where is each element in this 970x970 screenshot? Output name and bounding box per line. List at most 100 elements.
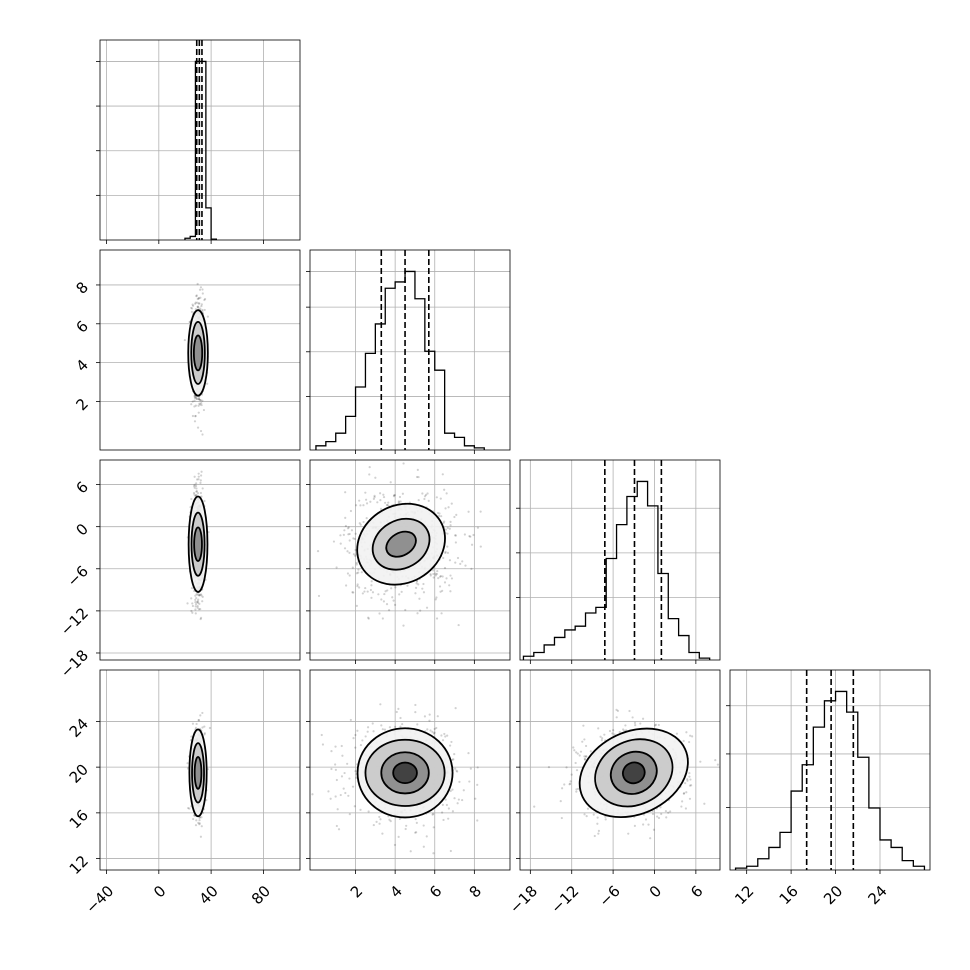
scatter-point: [197, 478, 200, 481]
scatter-point: [200, 304, 203, 308]
scatter-point: [576, 752, 579, 755]
y-tick-label: 12: [66, 852, 92, 878]
scatter-point: [390, 587, 393, 590]
scatter-point: [343, 771, 346, 775]
scatter-point: [699, 760, 702, 763]
scatter-point: [388, 818, 391, 821]
scatter-point: [569, 782, 572, 785]
scatter-point: [441, 739, 445, 742]
scatter-point: [199, 835, 203, 838]
panel-frame: [729, 669, 931, 871]
scatter-point: [194, 605, 197, 608]
scatter-point: [423, 715, 427, 718]
scatter-point: [199, 479, 202, 482]
scatter-point: [194, 824, 198, 827]
scatter-point: [687, 740, 691, 744]
contour-level-0: [193, 526, 203, 562]
scatter-point: [199, 593, 203, 596]
scatter-point: [196, 426, 200, 429]
x-tick-label: 2: [347, 882, 366, 901]
scatter-point: [199, 429, 203, 433]
scatter-point: [611, 732, 614, 735]
scatter-point: [583, 758, 587, 761]
scatter-point: [196, 297, 199, 301]
scatter-point: [190, 597, 193, 600]
scatter-point: [439, 590, 442, 593]
scatter-point: [581, 740, 584, 743]
scatter-point: [404, 608, 407, 612]
scatter-point: [199, 607, 202, 611]
scatter-point: [371, 722, 374, 725]
scatter-point: [574, 761, 577, 765]
panel-frame: [99, 669, 301, 871]
scatter-point: [569, 780, 572, 783]
scatter-point: [372, 730, 375, 733]
scatter-point: [445, 803, 448, 807]
y-tick-label: 0: [73, 520, 92, 539]
scatter-point: [194, 414, 197, 418]
scatter-point: [445, 577, 448, 580]
scatter-point: [442, 556, 445, 560]
scatter-point: [195, 593, 198, 596]
scatter-point: [583, 755, 586, 758]
scatter-point: [194, 302, 197, 305]
scatter-point: [684, 782, 687, 785]
scatter-point: [195, 397, 198, 401]
scatter-point: [194, 726, 198, 730]
scatter-point: [402, 624, 405, 627]
scatter-point: [406, 584, 409, 587]
scatter-point: [197, 472, 200, 475]
scatter-point: [439, 497, 442, 500]
scatter-point: [453, 753, 456, 756]
scatter-point: [197, 302, 200, 305]
scatter-point: [361, 592, 364, 595]
scatter-point: [352, 537, 355, 540]
scatter-point: [391, 596, 394, 599]
scatter-point: [195, 294, 198, 297]
scatter-point: [193, 395, 196, 398]
scatter-point: [467, 752, 470, 755]
histogram-param-3: [734, 690, 926, 870]
scatter-point: [622, 728, 625, 731]
scatter-point: [374, 476, 377, 479]
scatter-point: [449, 590, 452, 593]
contour-level-2: [188, 728, 208, 818]
scatter-point: [432, 812, 435, 815]
y-tick-label: 24: [66, 715, 92, 741]
scatter-point: [197, 297, 200, 300]
scatter-point: [628, 709, 631, 713]
scatter-point: [659, 806, 662, 809]
scatter-point: [194, 612, 197, 615]
scatter-point: [191, 722, 195, 725]
panel-0-0: [96, 39, 301, 244]
scatter-point: [339, 793, 342, 797]
scatter-point: [366, 590, 369, 593]
scatter-point: [615, 716, 618, 719]
scatter-point: [418, 597, 421, 600]
scatter-point: [384, 501, 387, 504]
contour-level-2: [187, 495, 209, 593]
scatter-point: [690, 784, 693, 787]
scatter-point: [203, 308, 206, 312]
scatter-point: [201, 487, 204, 490]
scatter-point: [469, 535, 472, 538]
scatter-point: [199, 714, 202, 717]
scatter-point: [450, 577, 454, 580]
scatter-point: [681, 800, 684, 803]
scatter-point: [680, 805, 683, 808]
scatter-point: [582, 724, 585, 727]
scatter-point: [194, 395, 198, 398]
scatter-point: [370, 584, 373, 587]
scatter-point: [355, 604, 358, 608]
scatter-point: [194, 594, 197, 597]
scatter-point: [455, 769, 458, 772]
scatter-point: [197, 306, 200, 309]
scatter-point: [196, 600, 199, 603]
panel-1-1: [306, 249, 511, 454]
scatter-point: [589, 750, 592, 753]
scatter-point: [358, 586, 361, 589]
scatter-point: [572, 746, 575, 749]
scatter-point: [392, 494, 396, 497]
scatter-point: [449, 849, 452, 853]
scatter-point: [682, 739, 685, 743]
